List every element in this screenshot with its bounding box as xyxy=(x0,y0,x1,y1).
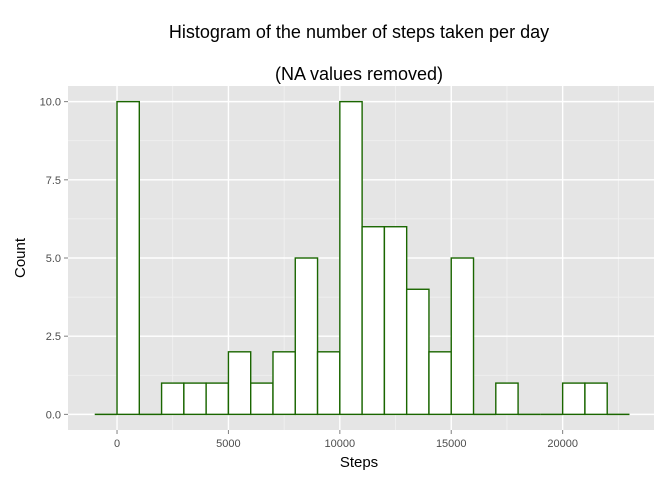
x-tick-label: 20000 xyxy=(547,438,578,450)
x-tick-label: 10000 xyxy=(325,438,356,450)
histogram-bar xyxy=(450,257,475,416)
histogram-bar xyxy=(339,100,363,416)
chart-subtitle: (NA values removed) xyxy=(275,64,443,84)
y-tick-label: 5.0 xyxy=(46,253,61,265)
histogram-bar xyxy=(205,382,230,416)
histogram-bars xyxy=(94,100,630,416)
x-tick-label: 15000 xyxy=(436,438,467,450)
y-tick-label: 0.0 xyxy=(46,409,61,421)
y-tick-label: 2.5 xyxy=(46,331,61,343)
x-tick-label: 0 xyxy=(114,438,120,450)
histogram-bar xyxy=(316,351,341,416)
histogram-bar xyxy=(272,351,296,416)
histogram-bar xyxy=(561,382,586,416)
y-tick-label: 7.5 xyxy=(46,175,61,187)
histogram-bar xyxy=(361,226,386,416)
histogram-bar xyxy=(250,382,274,416)
histogram-bar xyxy=(584,382,608,416)
histogram-bar xyxy=(183,382,207,416)
y-tick-label: 10.0 xyxy=(40,97,61,109)
y-axis-title: Count xyxy=(12,237,29,278)
histogram-bar xyxy=(294,257,319,416)
histogram-bar xyxy=(160,382,185,416)
x-tick-label: 5000 xyxy=(216,438,240,450)
x-axis-title: Steps xyxy=(340,454,378,471)
axis-ticks: 0 5000 10000 15000 20000 0.0 2.5 5.0 7.5 10.0 xyxy=(40,97,578,450)
histogram-bar xyxy=(383,226,408,416)
histogram-bar xyxy=(428,351,452,416)
histogram-bar xyxy=(495,382,519,416)
histogram-bar xyxy=(227,351,252,416)
chart-title: Histogram of the number of steps taken p… xyxy=(169,22,549,42)
histogram-bar xyxy=(405,288,430,416)
histogram-bar xyxy=(116,100,141,416)
